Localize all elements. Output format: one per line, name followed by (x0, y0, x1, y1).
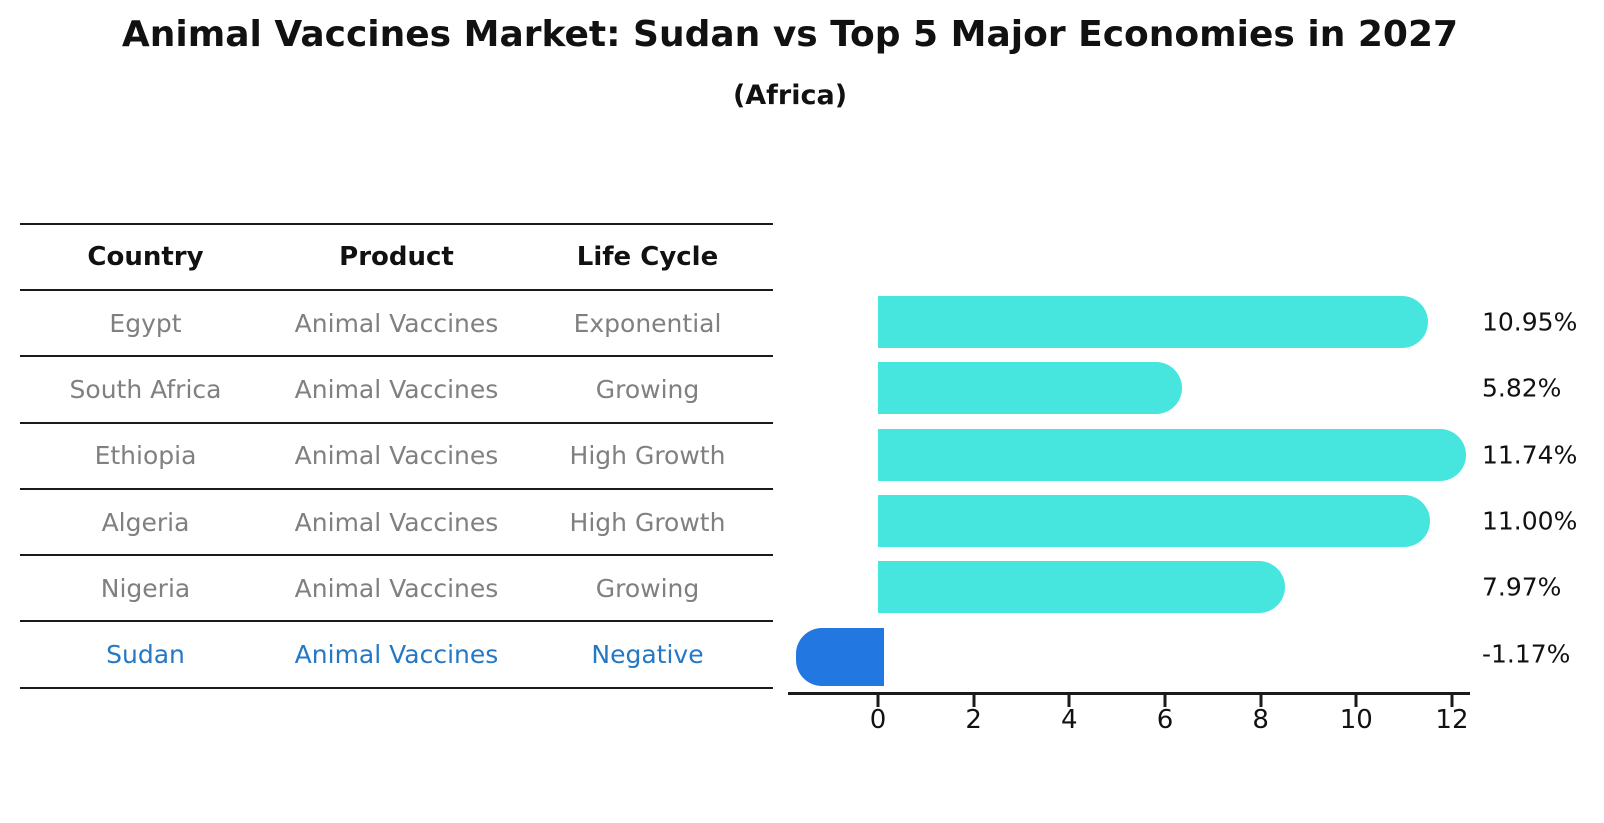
cell-product: Animal Vaccines (294, 441, 499, 471)
cell-country: Egypt (109, 308, 182, 338)
column-header-life-cycle: Life Cycle (576, 242, 719, 272)
value-label-south-africa: 5.82% (1482, 373, 1562, 403)
table-row: Algeria Animal Vaccines High Growth (20, 490, 773, 557)
bar-algeria (878, 495, 1431, 548)
cell-country: Ethiopia (94, 441, 197, 471)
bar-sudan (796, 627, 884, 686)
cell-product: Animal Vaccines (294, 573, 499, 603)
x-axis-line (788, 692, 1470, 695)
value-label-ethiopia: 11.74% (1482, 440, 1578, 470)
x-tick-mark (972, 695, 976, 707)
chart-subtitle: (Africa) (732, 80, 848, 111)
x-tick-mark (1067, 695, 1071, 707)
cell-country: Sudan (106, 640, 185, 670)
cell-product: Animal Vaccines (294, 640, 499, 670)
column-header-product: Product (339, 242, 454, 272)
bar-south-africa (878, 362, 1183, 415)
column-header-country: Country (87, 242, 204, 272)
table-header-row: Country Product Life Cycle (20, 223, 773, 291)
value-label-sudan: -1.17% (1482, 639, 1571, 669)
x-tick-label: 6 (1156, 705, 1174, 735)
x-tick-label: 10 (1339, 705, 1373, 735)
x-tick-label: 8 (1252, 705, 1269, 735)
cell-life-cycle: Negative (591, 640, 704, 670)
cell-life-cycle: Growing (595, 374, 700, 404)
bar-ethiopia (878, 428, 1466, 481)
x-tick-mark (1163, 695, 1167, 707)
cell-country: South Africa (69, 374, 222, 404)
cell-life-cycle: Exponential (573, 308, 722, 338)
bar-egypt (878, 296, 1428, 349)
cell-product: Animal Vaccines (294, 507, 499, 537)
cell-product: Animal Vaccines (294, 308, 499, 338)
x-tick-label: 12 (1435, 705, 1469, 735)
x-tick-label: 4 (1061, 705, 1078, 735)
x-tick-label: 2 (965, 705, 982, 735)
value-label-nigeria: 7.97% (1482, 572, 1562, 602)
x-tick-label: 0 (869, 705, 887, 735)
cell-country: Algeria (101, 507, 190, 537)
x-tick-mark (1354, 695, 1358, 707)
table-row: South Africa Animal Vaccines Growing (20, 357, 773, 424)
cell-life-cycle: High Growth (569, 507, 726, 537)
x-tick-mark (876, 695, 880, 707)
bar-nigeria (878, 561, 1286, 614)
value-label-algeria: 11.00% (1482, 506, 1578, 536)
table-body: Egypt Animal Vaccines Exponential South Afr… (20, 291, 773, 689)
chart-title: Animal Vaccines Market: Sudan vs Top 5 M… (121, 14, 1459, 55)
cell-product: Animal Vaccines (294, 374, 499, 404)
table-row: Nigeria Animal Vaccines Growing (20, 556, 773, 623)
x-tick-mark (1259, 695, 1263, 707)
table-row: Ethiopia Animal Vaccines High Growth (20, 424, 773, 490)
table-row: Egypt Animal Vaccines Exponential (20, 291, 773, 358)
cell-life-cycle: Growing (595, 573, 700, 603)
table-row: Sudan Animal Vaccines Negative (20, 622, 773, 689)
cell-country: Nigeria (100, 573, 191, 603)
country-table: Country Product Life Cycle Egypt Animal V… (20, 223, 773, 689)
cell-life-cycle: High Growth (569, 441, 726, 471)
x-tick-mark (1450, 695, 1454, 707)
value-label-egypt: 10.95% (1482, 307, 1578, 337)
